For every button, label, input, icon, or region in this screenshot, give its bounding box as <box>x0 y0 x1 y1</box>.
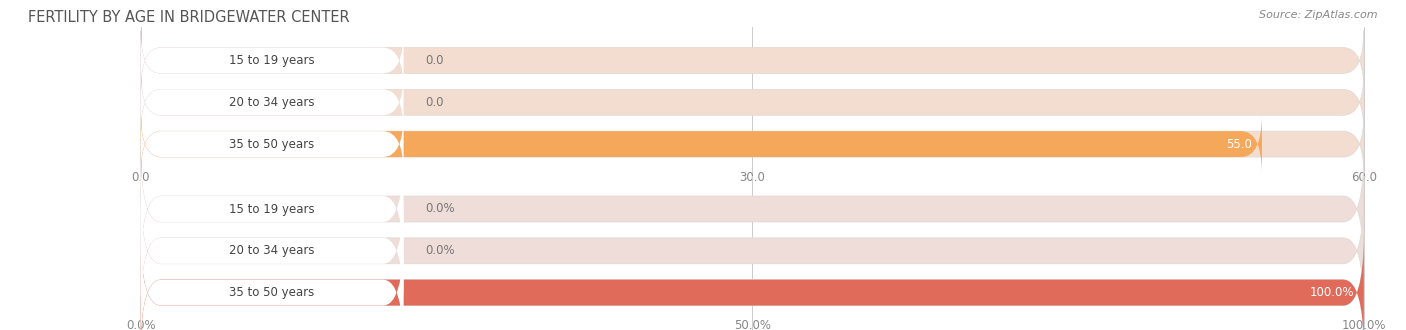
Text: 0.0: 0.0 <box>426 96 444 109</box>
Text: 0.0: 0.0 <box>426 54 444 67</box>
FancyBboxPatch shape <box>141 192 404 309</box>
Text: FERTILITY BY AGE IN BRIDGEWATER CENTER: FERTILITY BY AGE IN BRIDGEWATER CENTER <box>28 10 350 25</box>
Text: 15 to 19 years: 15 to 19 years <box>229 203 315 215</box>
FancyBboxPatch shape <box>141 73 1364 132</box>
Text: 55.0: 55.0 <box>1226 138 1253 150</box>
Text: 35 to 50 years: 35 to 50 years <box>229 286 315 299</box>
Text: 20 to 34 years: 20 to 34 years <box>229 96 315 109</box>
FancyBboxPatch shape <box>141 114 404 174</box>
FancyBboxPatch shape <box>141 234 1364 330</box>
FancyBboxPatch shape <box>141 114 1364 174</box>
FancyBboxPatch shape <box>141 234 404 330</box>
FancyBboxPatch shape <box>141 114 1263 174</box>
FancyBboxPatch shape <box>141 151 1364 267</box>
FancyBboxPatch shape <box>141 192 1364 309</box>
Text: 0.0%: 0.0% <box>426 244 456 257</box>
Text: Source: ZipAtlas.com: Source: ZipAtlas.com <box>1260 10 1378 20</box>
Text: 100.0%: 100.0% <box>1309 286 1354 299</box>
Text: 0.0%: 0.0% <box>426 203 456 215</box>
FancyBboxPatch shape <box>141 234 1364 330</box>
FancyBboxPatch shape <box>141 151 404 267</box>
Text: 35 to 50 years: 35 to 50 years <box>229 138 315 150</box>
FancyBboxPatch shape <box>141 31 404 90</box>
Text: 15 to 19 years: 15 to 19 years <box>229 54 315 67</box>
FancyBboxPatch shape <box>141 31 1364 90</box>
Text: 20 to 34 years: 20 to 34 years <box>229 244 315 257</box>
FancyBboxPatch shape <box>141 73 404 132</box>
